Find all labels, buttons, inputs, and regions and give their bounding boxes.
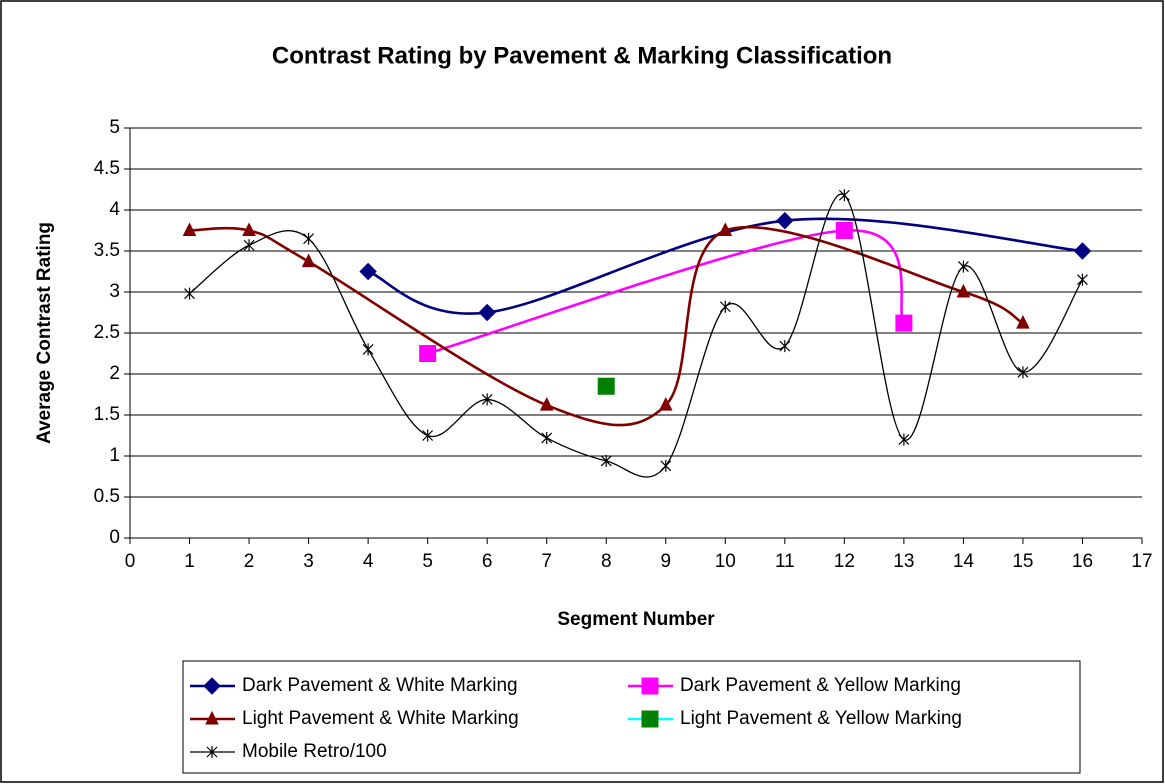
marker [1077,273,1088,286]
x-tick-label: 4 [363,551,374,572]
y-tick-label: 4 [109,199,120,220]
marker [478,303,496,322]
legend-label: Mobile Retro/100 [242,741,387,762]
y-axis-title: Average Contrast Rating [34,222,55,444]
x-tick-label: 10 [715,551,736,572]
chart-title: Contrast Rating by Pavement & Marking Cl… [272,42,892,69]
marker [1017,366,1029,379]
series-line [189,225,1024,427]
marker [422,429,434,442]
marker [718,222,733,236]
x-tick-label: 14 [953,551,975,572]
marker [719,300,731,313]
series-line [367,217,1083,315]
series-line [189,193,1084,478]
legend-marker [205,710,219,725]
legend-marker [641,710,659,728]
x-tick-label: 17 [1131,551,1152,572]
marker [359,262,377,281]
marker [1016,315,1030,329]
x-tick-label: 6 [482,551,493,572]
marker [600,454,612,467]
y-tick-label: 3.5 [94,240,120,261]
x-tick-label: 9 [660,551,671,572]
marker [182,222,197,236]
marker [1073,242,1092,260]
marker [658,397,673,411]
x-tick-label: 15 [1012,551,1033,572]
x-tick-label: 8 [601,551,612,572]
x-tick-label: 3 [303,551,314,572]
marker [184,287,195,300]
y-tick-label: 5 [109,117,120,138]
marker [957,260,969,273]
legend-label: Light Pavement & White Marking [242,708,519,729]
marker [481,393,493,406]
y-tick-label: 3 [109,281,120,302]
marker [243,239,255,252]
legend-label: Light Pavement & Yellow Marking [680,708,962,729]
x-tick-label: 11 [775,551,795,572]
x-tick-label: 12 [834,551,855,572]
y-tick-label: 0.5 [94,486,120,507]
x-tick-label: 16 [1072,551,1093,572]
marker [419,345,437,362]
marker [776,211,794,230]
x-tick-label: 5 [422,551,433,572]
marker [597,377,615,395]
x-tick-label: 7 [541,551,552,572]
y-tick-label: 1.5 [94,404,120,425]
x-tick-label: 13 [893,551,914,572]
marker [539,397,554,411]
legend-label: Dark Pavement & Yellow Marking [680,675,961,696]
marker [660,459,672,472]
marker [301,253,316,268]
legend-marker [203,677,221,695]
y-tick-label: 0 [109,527,120,548]
marker [303,232,315,245]
x-axis-title: Segment Number [557,609,715,630]
legend-marker [206,746,218,758]
x-tick-label: 1 [184,551,195,572]
marker [838,189,850,202]
legend-label: Dark Pavement & White Marking [242,675,518,696]
legend-marker [641,677,659,695]
marker [898,433,910,446]
y-tick-label: 1 [109,445,120,466]
x-tick-label: 2 [244,551,255,572]
y-tick-label: 2.5 [94,322,120,343]
marker [541,431,553,444]
marker [956,283,971,298]
marker [779,340,791,353]
marker [362,343,374,356]
marker [242,222,256,236]
x-tick-label: 0 [125,551,136,572]
y-tick-label: 2 [109,363,120,384]
y-tick-label: 4.5 [94,158,120,179]
marker [835,222,853,239]
marker [895,314,913,332]
legend-box [182,660,1081,774]
